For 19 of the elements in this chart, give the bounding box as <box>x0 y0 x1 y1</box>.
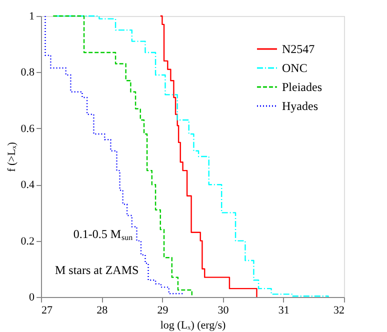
x-tick-label: 30 <box>218 304 230 316</box>
y-tick-label: 0.8 <box>20 66 35 79</box>
x-axis-title: log (Lₓ) (erg/s) <box>160 320 226 332</box>
legend-label: Pleiades <box>282 80 322 94</box>
x-tick-label: 31 <box>278 304 290 316</box>
y-tick-label: 0 <box>29 292 35 304</box>
y-tick-label: 1 <box>29 10 34 22</box>
x-tick-label: 29 <box>157 304 169 316</box>
x-tick-label: 27 <box>42 304 53 316</box>
y-tick-label: 0.6 <box>20 122 35 135</box>
y-axis-title: f (>Lₓ) <box>6 142 18 172</box>
annotation: M stars at ZAMS <box>55 263 139 277</box>
y-tick-label: 0.2 <box>20 235 34 248</box>
legend-label: ONC <box>282 61 308 75</box>
legend-label: Hyades <box>282 99 318 113</box>
y-tick-label: 0.4 <box>20 179 35 192</box>
x-tick-label: 28 <box>96 304 108 316</box>
x-tick-label: 32 <box>334 304 344 316</box>
legend-label: N2547 <box>282 42 315 56</box>
